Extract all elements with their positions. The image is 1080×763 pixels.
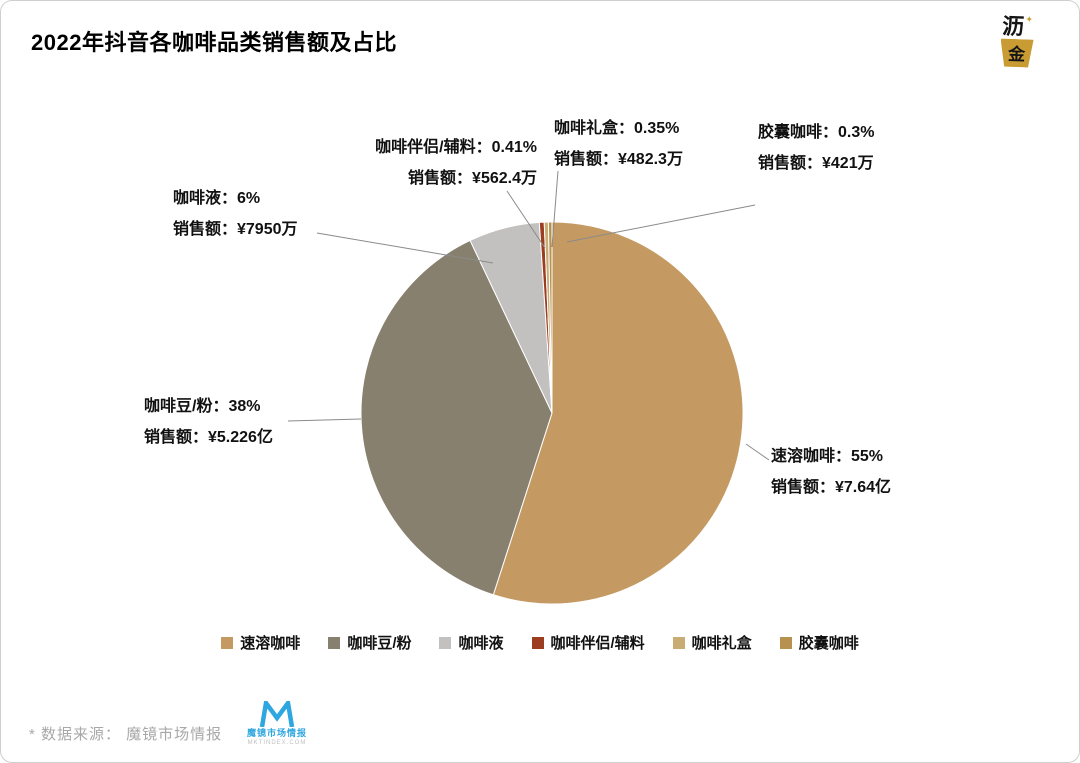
legend-item-coffee-giftbox: 咖啡礼盒 [672, 632, 752, 653]
moojing-logo-subtext: MKTINDEX.COM [247, 740, 307, 746]
callout-coffee-beans-sales: 销售额：¥5.226亿 [144, 429, 273, 446]
legend-swatch-coffee-beans [328, 636, 341, 649]
legend-label: 咖啡液 [458, 635, 504, 652]
legend-swatch-capsule-coffee [779, 636, 792, 649]
legend-label: 咖啡豆/粉 [347, 635, 412, 652]
leader-line-coffee-beans [287, 418, 362, 422]
pie-slice-0 [492, 221, 744, 605]
legend-swatch-coffee-companion [531, 636, 544, 649]
callout-instant-coffee: 速溶咖啡：55% 销售额：¥7.64亿 [771, 441, 891, 503]
moojing-logo-text: 魔镜市场情报 [246, 728, 307, 738]
pie-slice-5 [547, 221, 553, 414]
leader-line-coffee-companion [506, 190, 546, 249]
pie-slices [360, 221, 744, 605]
legend-swatch-instant-coffee [221, 636, 234, 649]
leader-line-capsule-coffee [566, 204, 756, 243]
callout-coffee-giftbox: 咖啡礼盒：0.35% 销售额：¥482.3万 [554, 113, 683, 175]
callout-coffee-companion: 咖啡伴侣/辅料：0.41% 销售额：¥562.4万 [341, 132, 537, 194]
callout-coffee-liquid: 咖啡液：6% 销售额：¥7950万 [173, 183, 298, 245]
legend-item-instant-coffee: 速溶咖啡 [221, 632, 300, 653]
legend-label: 速溶咖啡 [240, 635, 301, 652]
legend-label: 咖啡礼盒 [691, 635, 752, 652]
callout-coffee-giftbox-sales: 销售额：¥482.3万 [554, 151, 683, 168]
moojing-m-icon [259, 701, 295, 727]
leader-line-coffee-liquid [316, 232, 494, 264]
leader-lines [287, 170, 770, 461]
callout-instant-coffee-sales: 销售额：¥7.64亿 [771, 479, 892, 496]
callout-capsule-coffee: 胶囊咖啡：0.3% 销售额：¥421万 [758, 117, 874, 179]
callout-capsule-coffee-sales: 销售额：¥421万 [758, 155, 874, 172]
chart-legend: 速溶咖啡 咖啡豆/粉 咖啡液 咖啡伴侣/辅料 咖啡礼盒 胶囊咖啡 [1, 632, 1079, 653]
legend-item-coffee-liquid: 咖啡液 [439, 632, 504, 653]
page-title: 2022年抖音各咖啡品类销售额及占比 [31, 30, 397, 55]
callout-coffee-beans-percent: 咖啡豆/粉：38% [144, 398, 261, 415]
callout-coffee-companion-sales: 销售额：¥562.4万 [408, 170, 537, 187]
callout-coffee-liquid-percent: 咖啡液：6% [173, 190, 261, 207]
leader-line-instant-coffee [745, 443, 770, 461]
callout-coffee-liquid-sales: 销售额：¥7950万 [173, 221, 298, 238]
pie-slice-1 [360, 239, 553, 596]
legend-item-coffee-beans: 咖啡豆/粉 [328, 632, 411, 653]
moojing-logo: 魔镜市场情报 MKTINDEX.COM [241, 701, 313, 746]
legend-label: 咖啡伴侣/辅料 [550, 635, 645, 652]
legend-swatch-coffee-giftbox [672, 636, 685, 649]
leader-line-coffee-giftbox [551, 170, 559, 248]
legend-swatch-coffee-liquid [439, 636, 452, 649]
legend-item-capsule-coffee: 胶囊咖啡 [779, 632, 859, 653]
legend-item-coffee-companion: 咖啡伴侣/辅料 [531, 632, 645, 653]
callout-coffee-companion-percent: 咖啡伴侣/辅料：0.41% [375, 139, 537, 156]
callout-coffee-giftbox-percent: 咖啡礼盒：0.35% [554, 120, 680, 137]
callout-instant-coffee-percent: 速溶咖啡：55% [771, 448, 884, 465]
callout-capsule-coffee-percent: 胶囊咖啡：0.3% [758, 124, 875, 141]
callout-coffee-beans: 咖啡豆/粉：38% 销售额：¥5.226亿 [144, 391, 273, 453]
legend-label: 胶囊咖啡 [798, 635, 859, 652]
data-source-note: * 数据来源： 魔镜市场情报 [29, 726, 223, 743]
